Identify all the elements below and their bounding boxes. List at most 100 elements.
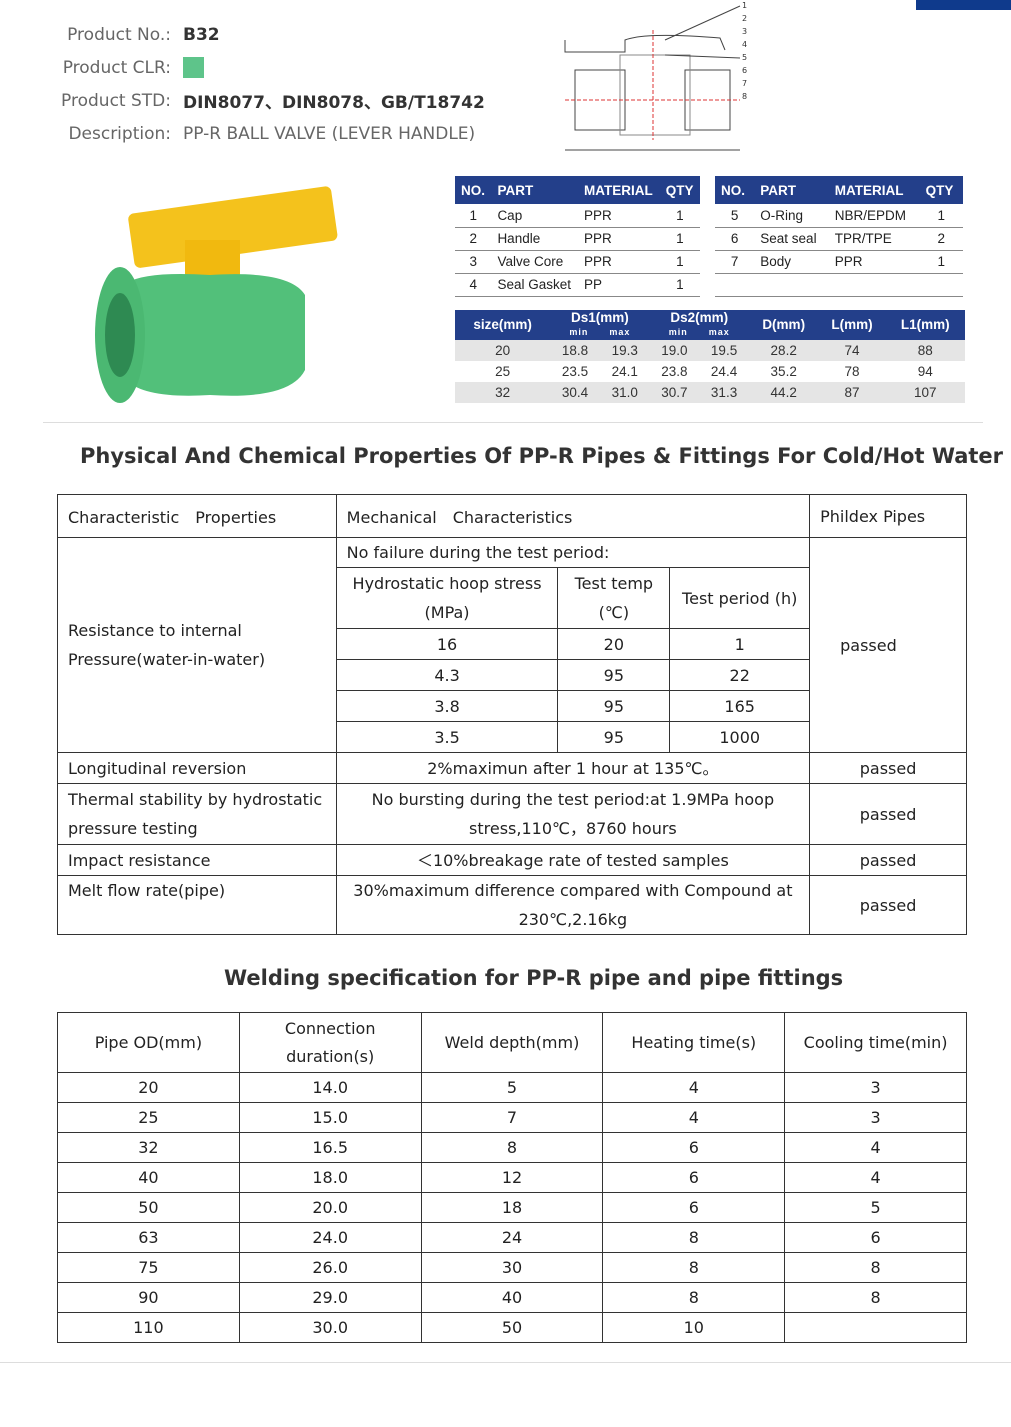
callout-label: 5 — [742, 53, 747, 62]
cell: 1 — [659, 273, 700, 297]
cell: 18.8 — [550, 340, 600, 361]
table-row: 63 24.0 24 8 6 — [57, 1222, 967, 1253]
cell: 30.0 — [238, 1312, 422, 1343]
col-header: D(mm) — [748, 310, 819, 340]
color-swatch — [183, 57, 204, 78]
col-header: Ds1(mm) min max — [550, 310, 650, 340]
cell: 31.0 — [599, 382, 650, 403]
cell: 23.8 — [661, 364, 688, 379]
cell: 24 — [420, 1222, 604, 1253]
cell: 107 — [885, 382, 965, 403]
cell: 4 — [784, 1162, 967, 1193]
cell: 24.4 — [710, 364, 738, 379]
cell: 22 — [669, 659, 811, 691]
cell: No failure during the test period: — [335, 537, 811, 568]
cell: MATERIAL — [828, 176, 920, 204]
table-row: 1 Cap PPR 1 — [455, 204, 700, 228]
cell: 6 — [602, 1162, 786, 1193]
cell: 87 — [818, 382, 886, 403]
cell: Hydrostatic hoop stress (MPa) — [335, 567, 559, 629]
cell: 74 — [818, 340, 886, 361]
callout-label: 1 — [742, 1, 747, 10]
cell: 16 — [335, 628, 559, 660]
cell: 6 — [715, 227, 755, 251]
cell: 30 — [420, 1252, 604, 1283]
label: Product STD: — [61, 90, 171, 111]
cell: 3 — [784, 1102, 967, 1133]
cell: 6 — [602, 1192, 786, 1223]
cell: 23.5 — [561, 364, 589, 379]
label: Description: — [68, 123, 171, 144]
product-no: B32 — [183, 24, 220, 45]
cell: 24.0 — [238, 1222, 422, 1253]
cell: PP — [578, 273, 660, 297]
cell: 50 — [420, 1312, 604, 1343]
table-row: 4 Seal Gasket PP 1 — [455, 273, 700, 297]
cell: 29.0 — [238, 1282, 422, 1313]
cell: 20 — [557, 628, 671, 660]
callout-label: 7 — [742, 79, 747, 88]
cell: 19.3 — [599, 340, 650, 361]
cell: passed — [809, 752, 967, 784]
cell: 24.1 — [611, 364, 638, 379]
table-row: 40 18.0 12 6 4 — [57, 1162, 967, 1193]
cell: passed — [809, 783, 967, 845]
cell: 19.0 — [649, 340, 700, 361]
col-header: Ds2(mm) min max — [649, 310, 749, 340]
cell: ＜10%breakage rate of tested samples — [335, 844, 811, 876]
cell: NBR/EPDM — [828, 204, 920, 228]
product-std: DIN8077、DIN8078、GB/T18742 — [183, 93, 485, 113]
cell: PPR — [578, 250, 660, 274]
cell: QTY — [919, 176, 963, 204]
table-row: 75 26.0 30 8 8 — [57, 1252, 967, 1283]
cell: 2 — [919, 227, 963, 251]
cell: 40 — [420, 1282, 604, 1313]
cell: QTY — [659, 176, 700, 204]
table-row: 3.8 95 165 — [58, 690, 967, 722]
product-desc: PP-R BALL VALVE (LEVER HANDLE) — [183, 123, 476, 144]
col-header: size(mm) — [455, 310, 551, 340]
cell: 3 — [455, 250, 492, 274]
table-row: 20 18.8 19.3 19.0 19.5 28.2 74 88 — [455, 340, 965, 361]
cell: No bursting during the test period:at 1.… — [335, 783, 811, 845]
cell: Cooling time(min) — [784, 1012, 967, 1073]
cell: 95 — [557, 690, 671, 722]
cell: 4 — [602, 1102, 786, 1133]
cell — [784, 1312, 967, 1343]
cell: NO. — [455, 176, 492, 204]
cell: 4 — [455, 273, 492, 297]
cell: Body — [754, 250, 829, 274]
cell: 90 — [57, 1282, 240, 1313]
cell: Connection duration(s) — [238, 1012, 422, 1073]
welding-table: Pipe OD(mm) Connection duration(s) Weld de… — [57, 1012, 967, 1343]
cell: Test period (h) — [669, 567, 811, 629]
cell: 1000 — [669, 721, 811, 753]
cell: 110 — [57, 1312, 240, 1343]
cell: Cap — [491, 204, 579, 228]
cell: 78 — [844, 364, 860, 379]
table-row: 7 Body PPR 1 — [715, 250, 963, 274]
cell: 12 — [420, 1162, 604, 1193]
cell: PPR — [828, 250, 920, 274]
cell: Pipe OD(mm) — [57, 1012, 240, 1073]
table-row: Thermal stability by hydrostatic pressur… — [57, 783, 967, 845]
table-row: 50 20.0 18 6 5 — [57, 1192, 967, 1223]
cell: 75 — [57, 1252, 240, 1283]
cell: 2%maximun after 1 hour at 135℃。 — [335, 752, 811, 784]
cell: 35.2 — [770, 364, 797, 379]
header-cell: Mechanical Characteristics — [335, 494, 811, 538]
cell: 4.3 — [335, 659, 559, 691]
cell: 1 — [455, 204, 492, 228]
table-row: 6 Seat seal TPR/TPE 2 — [715, 227, 963, 251]
cell: PPR — [578, 204, 660, 228]
cell: 5 — [784, 1192, 967, 1223]
cell: 8 — [420, 1132, 604, 1163]
header-cell: Phildex Pipes — [809, 494, 967, 538]
cell: 30.4 — [550, 382, 600, 403]
cell: Seal Gasket — [491, 273, 579, 297]
table-row: Melt flow rate(pipe) 30%maximum differenc… — [57, 875, 967, 935]
divider — [0, 1362, 1011, 1363]
table-row: 3.5 95 1000 — [58, 721, 967, 753]
cell: 18.0 — [238, 1162, 422, 1193]
cell: 19.5 — [699, 340, 749, 361]
